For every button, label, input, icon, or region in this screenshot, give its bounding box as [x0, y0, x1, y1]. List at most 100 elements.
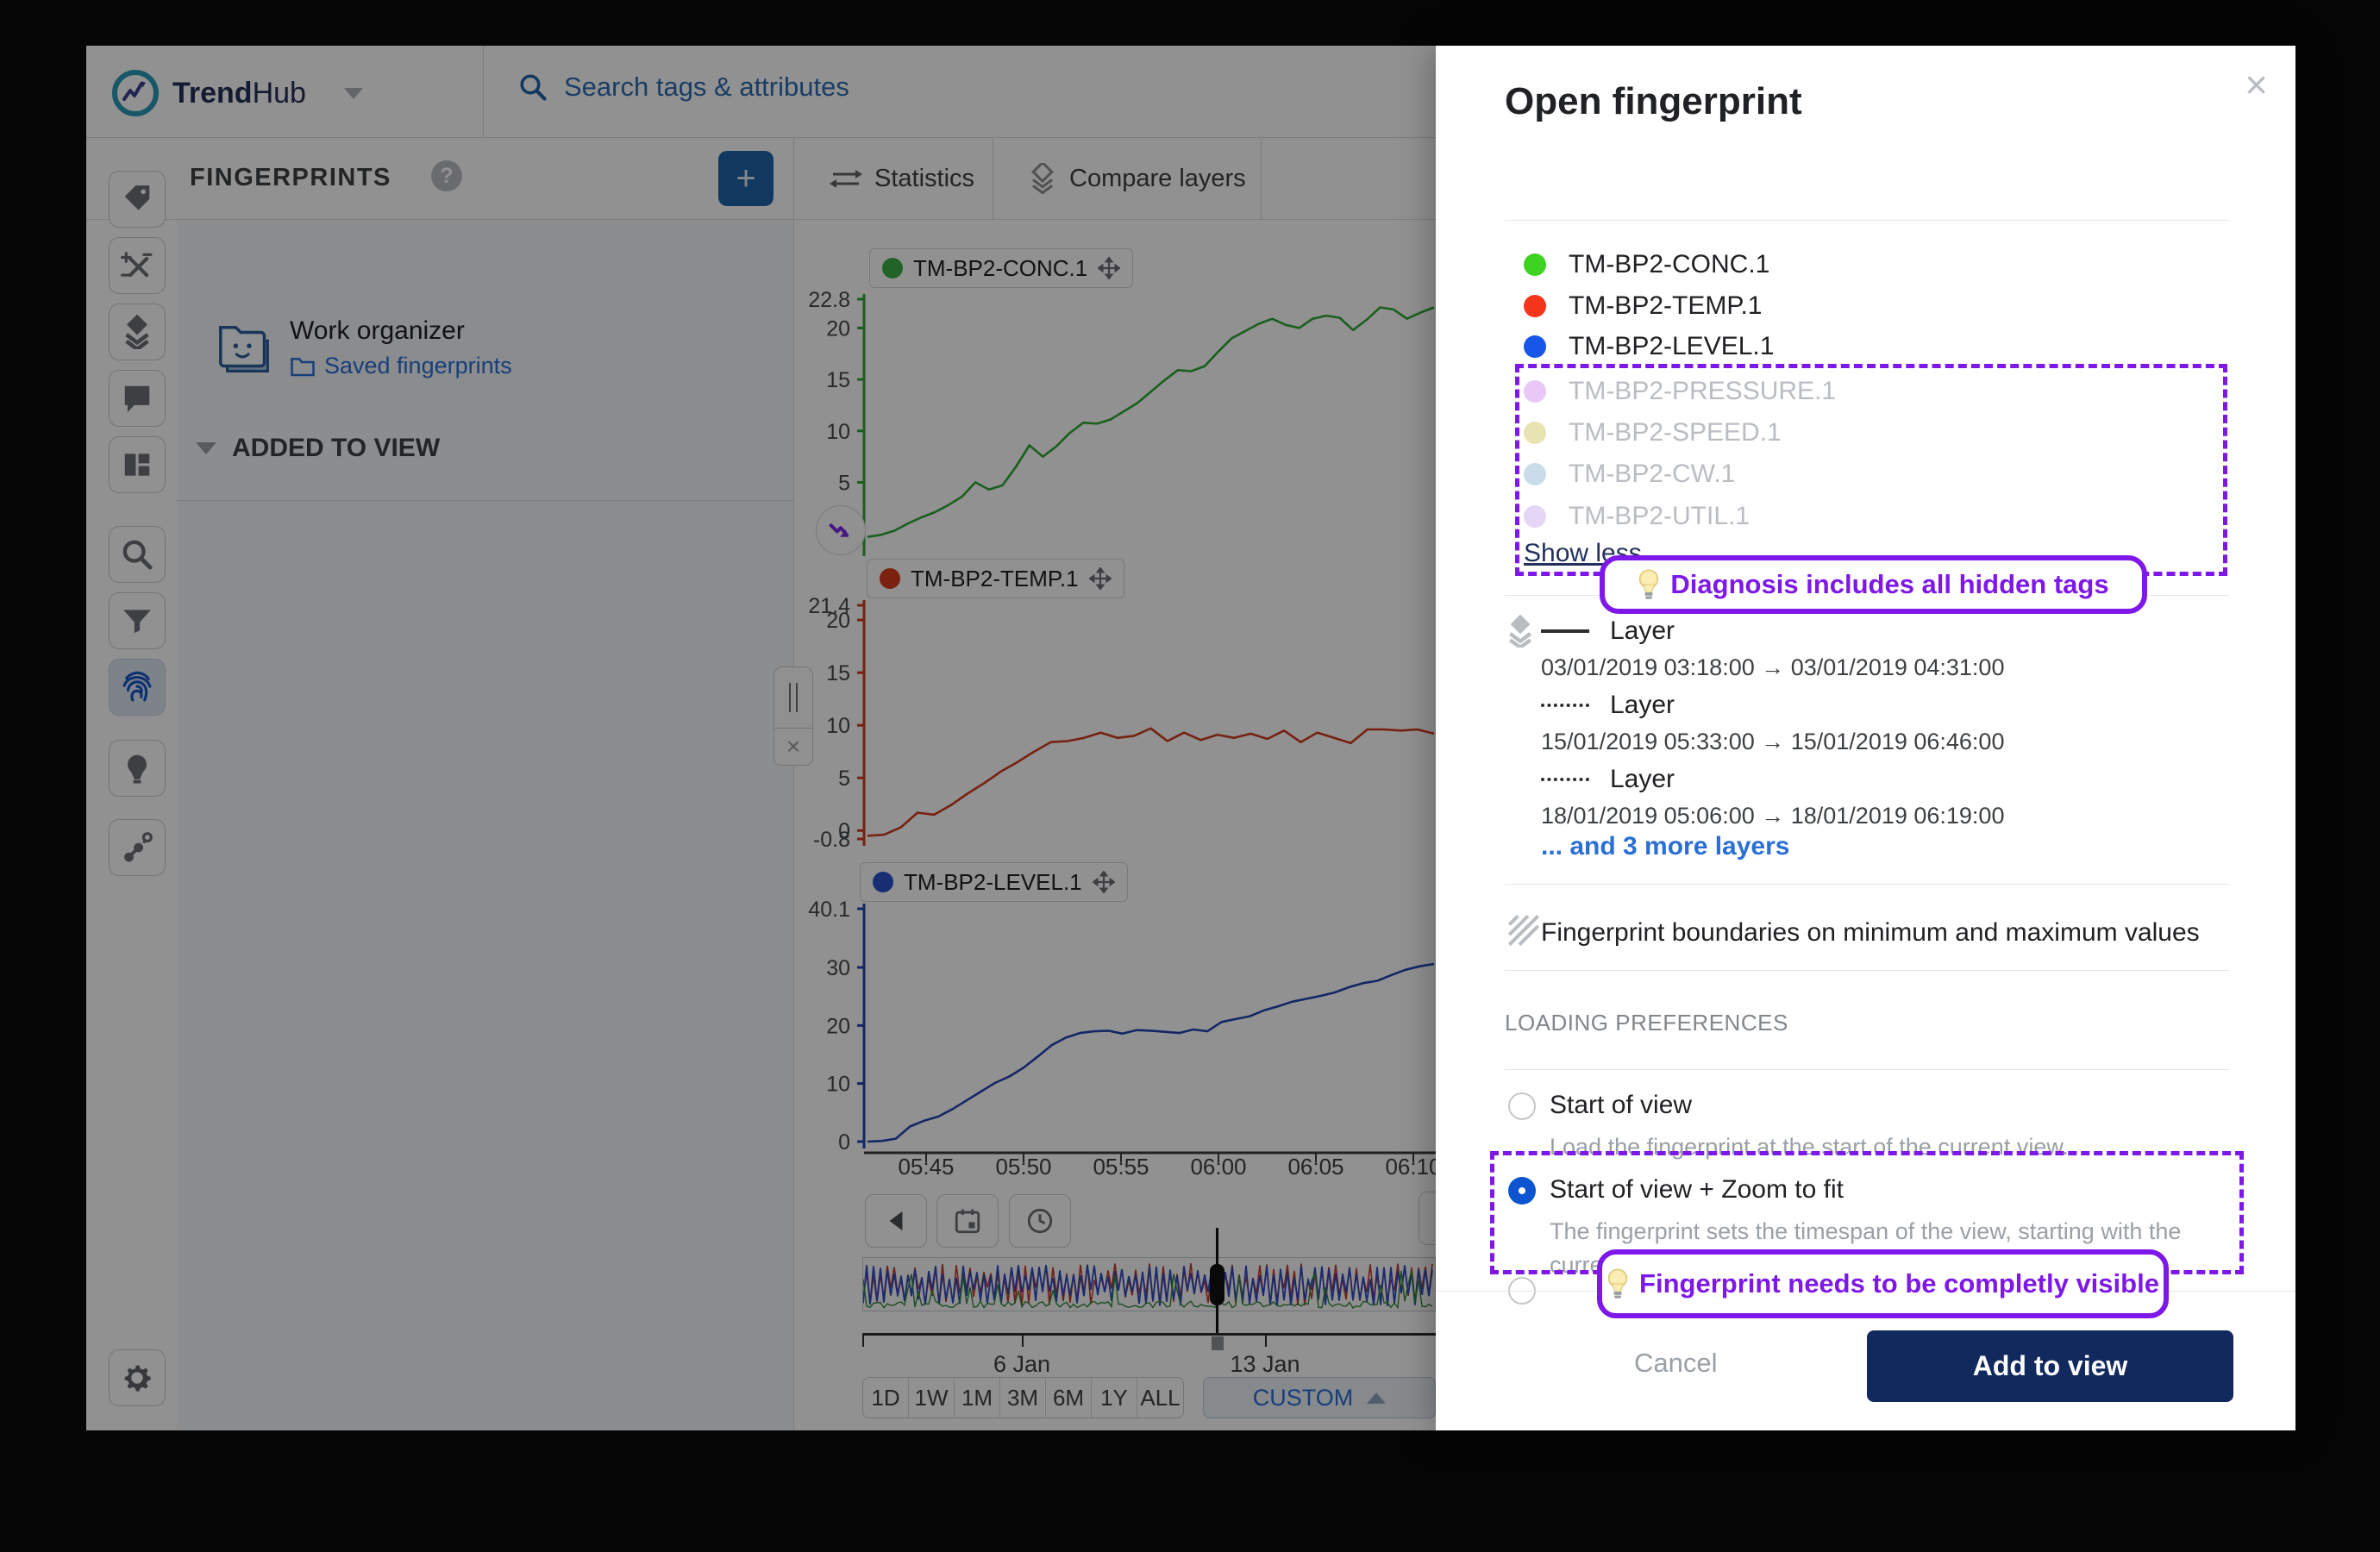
chart-conc: 22.8 20 15 10 5: [808, 289, 1435, 556]
legend-chip-temp[interactable]: TM-BP2-TEMP.1: [867, 559, 1124, 598]
layer-range: 18/01/2019 05:06:00 → 18/01/2019 06:19:0…: [1541, 803, 2005, 829]
help-icon[interactable]: ?: [431, 160, 462, 191]
sidebar-item-dashboard[interactable]: [109, 436, 166, 493]
move-icon[interactable]: [1098, 257, 1121, 279]
legend-chip-level[interactable]: TM-BP2-LEVEL.1: [860, 862, 1128, 902]
radio-start-of-view[interactable]: [1508, 1092, 1536, 1120]
range-all[interactable]: ALL: [1137, 1378, 1183, 1417]
search-icon: [520, 74, 547, 101]
sidebar-item-layers[interactable]: [109, 304, 166, 360]
folder-icon: [291, 357, 315, 376]
move-icon[interactable]: [1088, 567, 1112, 590]
tag-color-dot: [1524, 422, 1546, 444]
calendar-icon: [955, 1209, 980, 1234]
close-icon[interactable]: ×: [2245, 62, 2268, 107]
calendar-button[interactable]: [936, 1194, 999, 1248]
range-3m[interactable]: 3M: [1000, 1378, 1046, 1417]
option-label: Start of view + Zoom to fit: [1550, 1175, 1844, 1204]
hidden-tags-tooltip: Diagnosis includes all hidden tags: [1600, 555, 2147, 614]
svg-text:10: 10: [826, 1073, 850, 1097]
scrubber-grip[interactable]: [1212, 1336, 1224, 1350]
sidebar-item-calculations[interactable]: [109, 237, 166, 294]
range-1d[interactable]: 1D: [863, 1378, 909, 1417]
statistics-button[interactable]: Statistics: [830, 153, 974, 203]
range-1y[interactable]: 1Y: [1092, 1378, 1137, 1417]
modal-backdrop[interactable]: [86, 46, 1436, 1430]
scrubber-handle[interactable]: [1210, 1264, 1224, 1305]
fingerprint-icon: [122, 671, 152, 702]
sidebar-item-suggestions[interactable]: [109, 740, 166, 797]
sidebar-item-filter[interactable]: [109, 592, 166, 649]
custom-label: CUSTOM: [1252, 1384, 1354, 1411]
open-fingerprint-modal: × Open fingerprint TM-BP2-CONC.1 TM-BP2-…: [1436, 46, 2295, 1430]
settings-button[interactable]: [109, 1349, 166, 1406]
layer-range: 15/01/2019 05:33:00 → 15/01/2019 06:46:0…: [1541, 729, 2005, 754]
radio-start-zoom-fit[interactable]: [1508, 1177, 1536, 1205]
layers-icon: [1508, 615, 1532, 648]
move-icon[interactable]: [1092, 871, 1115, 893]
series-label: TM-BP2-TEMP.1: [911, 565, 1079, 591]
tag-icon: [124, 185, 150, 210]
tag-color-dot: [1524, 505, 1546, 528]
divider: [1505, 1069, 2229, 1070]
sidebar-item-tags[interactable]: [109, 171, 166, 228]
range-custom-button[interactable]: CUSTOM: [1203, 1377, 1436, 1418]
overview-strip[interactable]: [862, 1257, 1436, 1311]
time-range-group: 1D 1W 1M 3M 6M 1Y ALL: [862, 1377, 1184, 1418]
trend-cursor-badge[interactable]: [816, 505, 866, 555]
svg-text:0: 0: [838, 819, 850, 843]
dashboard-icon: [124, 454, 150, 476]
svg-text:06:05: 06:05: [1287, 1154, 1343, 1180]
series-dot-blue: [873, 872, 893, 892]
added-to-view-label: ADDED TO VIEW: [232, 434, 441, 462]
svg-text:15: 15: [826, 661, 850, 685]
trend-arrow-icon: [829, 523, 849, 537]
sidebar-item-comments[interactable]: [109, 370, 166, 427]
search-bar[interactable]: Search tags & attributes: [517, 72, 849, 103]
section-divider: [177, 500, 793, 501]
modal-title: Open fingerprint: [1505, 80, 1802, 122]
clock-icon: [1027, 1208, 1053, 1234]
layer-row: Layer: [1541, 765, 1675, 794]
scatter-graph-icon: [124, 832, 153, 862]
search-input[interactable]: Search tags & attributes: [564, 72, 849, 102]
added-to-view-section[interactable]: ADDED TO VIEW: [196, 434, 440, 463]
dotted-line-sample: [1541, 704, 1589, 707]
tag-color-dot: [1524, 463, 1546, 485]
splitter-grip[interactable]: [774, 666, 813, 729]
svg-text:05:50: 05:50: [995, 1154, 1051, 1180]
tag-color-dot: [1524, 380, 1546, 403]
splitter-close-button[interactable]: ×: [774, 728, 813, 766]
range-1w[interactable]: 1W: [909, 1378, 955, 1417]
saved-fingerprints-card[interactable]: Work organizer Saved fingerprints: [198, 304, 774, 397]
cancel-button[interactable]: Cancel: [1634, 1348, 1718, 1378]
fingerprints-panel: Work organizer Saved fingerprints ADDED …: [177, 220, 793, 1430]
range-6m[interactable]: 6M: [1046, 1378, 1092, 1417]
add-to-view-button[interactable]: Add to view: [1867, 1330, 2233, 1402]
divider: [1505, 884, 2229, 885]
svg-text:06:00: 06:00: [1190, 1154, 1246, 1180]
sidebar-item-search[interactable]: [109, 526, 166, 583]
overview-axis: 6 Jan 13 Jan: [862, 1333, 1436, 1377]
comment-icon: [124, 385, 150, 412]
saved-fingerprints-link[interactable]: Saved fingerprints: [290, 353, 512, 379]
svg-text:5: 5: [838, 471, 850, 495]
svg-text:20: 20: [826, 609, 850, 633]
add-fingerprint-button[interactable]: +: [718, 151, 774, 206]
more-layers-link[interactable]: ... and 3 more layers: [1541, 832, 1790, 860]
time-button[interactable]: [1009, 1194, 1071, 1248]
brand[interactable]: TrendHub: [110, 68, 363, 118]
chevron-down-icon[interactable]: [343, 87, 363, 99]
panel-splitter[interactable]: [793, 220, 794, 1430]
work-organizer-icon: [219, 325, 269, 372]
step-back-button[interactable]: [865, 1194, 927, 1248]
layer-range: 03/01/2019 03:18:00 → 03/01/2019 04:31:0…: [1541, 654, 2005, 680]
tag-row: TM-BP2-CONC.1: [1524, 247, 1769, 282]
legend-chip-conc[interactable]: TM-BP2-CONC.1: [869, 248, 1134, 288]
chart-level: 40.1 30 20 10 0 05:45 05:50 05:55 06:00 06:05 06:1…: [808, 898, 1436, 1180]
sidebar-item-fingerprints[interactable]: [109, 659, 166, 716]
sidebar-item-relations[interactable]: [109, 819, 166, 876]
compare-layers-button[interactable]: Compare layers: [1028, 153, 1246, 203]
range-1m[interactable]: 1M: [955, 1378, 1000, 1417]
lightbulb-icon: [1607, 1268, 1628, 1299]
